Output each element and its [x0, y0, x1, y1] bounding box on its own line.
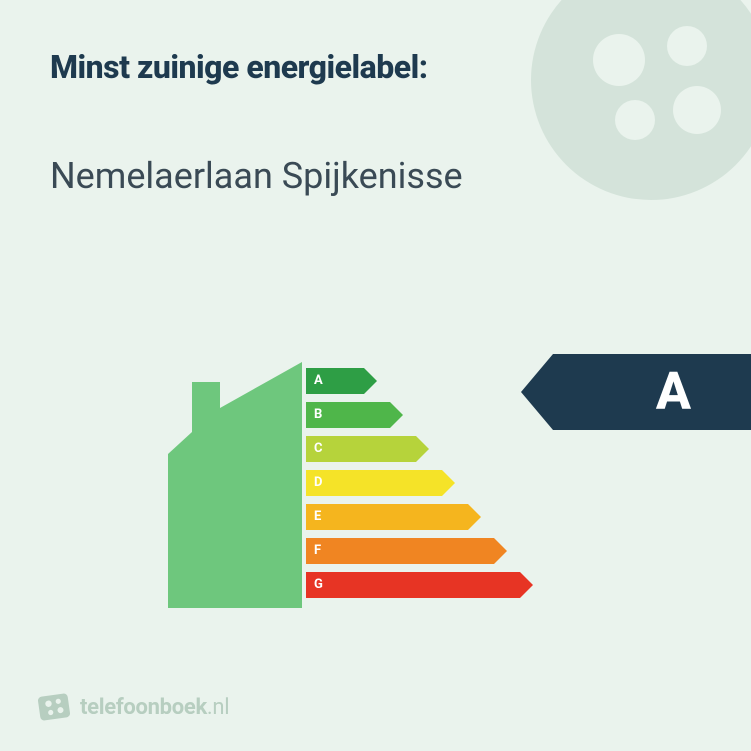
- brand-name: telefoonboek: [80, 695, 207, 720]
- energy-bar-label: G: [314, 572, 323, 598]
- energy-bar-label: F: [314, 538, 321, 564]
- result-letter: A: [656, 354, 691, 430]
- energy-bar-label: B: [314, 402, 322, 428]
- energy-bar-label: D: [314, 470, 322, 496]
- energy-label-chart: ABCDEFG: [162, 330, 542, 620]
- brand-text: telefoonboek.nl: [80, 695, 229, 720]
- footer-brand: telefoonboek.nl: [38, 691, 229, 723]
- energy-bar-label: E: [314, 504, 321, 530]
- result-badge: A: [521, 354, 751, 430]
- house-icon: [162, 362, 302, 608]
- brand-icon: [38, 691, 70, 723]
- brand-tld: .nl: [207, 695, 229, 720]
- energy-bar-label: C: [314, 436, 323, 462]
- watermark-icon: [511, 0, 751, 220]
- energy-bar-label: A: [314, 368, 323, 394]
- page-title: Minst zuinige energielabel:: [50, 48, 428, 86]
- location-subtitle: Nemelaerlaan Spijkenisse: [50, 155, 463, 197]
